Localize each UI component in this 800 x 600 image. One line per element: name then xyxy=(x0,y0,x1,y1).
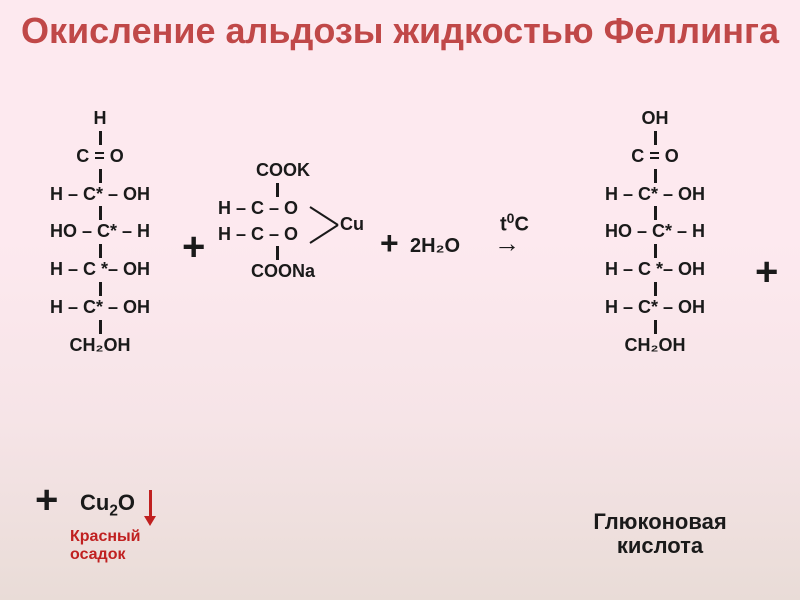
bond xyxy=(99,131,102,145)
aldose-r2: C = O xyxy=(20,147,180,167)
bond xyxy=(654,244,657,258)
product-name: Глюконовая кислота xyxy=(560,510,760,558)
cu2o-post: O xyxy=(118,490,135,515)
water-term: 2H₂O xyxy=(410,235,460,258)
plus-3: + xyxy=(755,250,778,295)
product-name-l1: Глюконовая xyxy=(560,510,760,534)
plus-4: + xyxy=(35,478,58,523)
bond xyxy=(276,246,279,260)
bond xyxy=(99,169,102,183)
plus-2: + xyxy=(380,225,399,262)
aldose-structure: H C = O H – C* – OH HO – C* – H H – C *–… xyxy=(20,108,180,357)
cu2o-formula: Cu2O xyxy=(80,490,152,520)
bond xyxy=(654,282,657,296)
aldose-r6: H – C* – OH xyxy=(20,298,180,318)
product-r2: C = O xyxy=(575,147,735,167)
product-r7: CH₂OH xyxy=(575,336,735,356)
bond xyxy=(654,206,657,220)
cu2o-pre: Cu xyxy=(80,490,109,515)
product-name-l2: кислота xyxy=(560,534,760,558)
bond xyxy=(654,320,657,334)
plus-1: + xyxy=(182,225,205,270)
aldose-r1: H xyxy=(20,109,180,129)
red-precipitate-label: Красный осадок xyxy=(70,528,141,563)
aldose-r5: H – C *– OH xyxy=(20,260,180,280)
reaction-arrow-icon: → xyxy=(494,228,516,259)
product-r3: H – C* – OH xyxy=(575,185,735,205)
cu2o-sub: 2 xyxy=(109,502,118,519)
bond xyxy=(99,320,102,334)
product-r5: H – C *– OH xyxy=(575,260,735,280)
precipitate-arrow-icon xyxy=(149,490,152,518)
red-l2: осадок xyxy=(70,546,141,564)
product-r1: OH xyxy=(575,109,735,129)
fehling-cu: Cu xyxy=(340,215,364,235)
bond xyxy=(276,183,279,197)
bond xyxy=(99,244,102,258)
aldose-r7: CH₂OH xyxy=(20,336,180,356)
product-r6: H – C* – OH xyxy=(575,298,735,318)
slide-title: Окисление альдозы жидкостью Феллинга xyxy=(0,10,800,51)
aldose-r4: HO – C* – H xyxy=(20,222,180,242)
product-r4: HO – C* – H xyxy=(575,222,735,242)
temp-c: C xyxy=(514,214,528,236)
bond xyxy=(654,169,657,183)
bond xyxy=(99,282,102,296)
aldose-r3: H – C* – OH xyxy=(20,185,180,205)
fehling-structure: COOK H – C – O H – C – O COONa Cu xyxy=(218,160,348,283)
gluconic-acid-structure: OH C = O H – C* – OH HO – C* – H H – C *… xyxy=(575,108,735,357)
red-l1: Красный xyxy=(70,528,141,546)
fehling-top: COOK xyxy=(218,161,348,181)
bond xyxy=(99,206,102,220)
bond xyxy=(654,131,657,145)
